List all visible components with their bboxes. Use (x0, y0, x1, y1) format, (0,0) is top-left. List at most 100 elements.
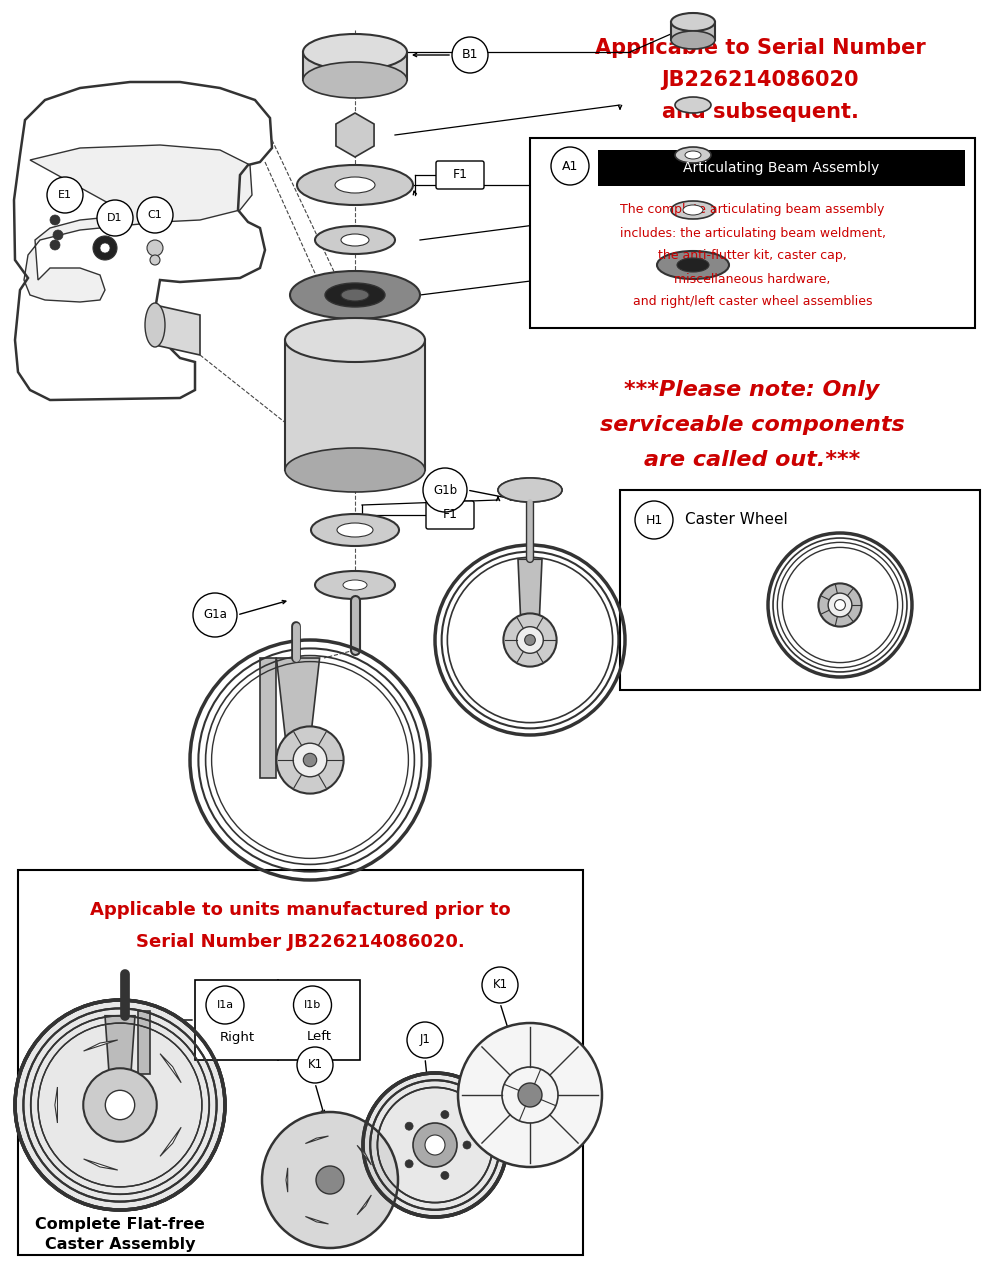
Text: B1: B1 (462, 48, 478, 62)
Text: F1: F1 (442, 508, 458, 522)
Ellipse shape (498, 478, 562, 502)
Circle shape (100, 243, 110, 253)
Polygon shape (357, 1195, 371, 1215)
Text: JB226214086020: JB226214086020 (661, 70, 859, 90)
Text: E1: E1 (58, 190, 72, 200)
FancyBboxPatch shape (426, 500, 474, 530)
Polygon shape (84, 1040, 118, 1052)
Text: Articulating Beam Assembly: Articulating Beam Assembly (683, 161, 880, 175)
Text: A1: A1 (562, 160, 578, 172)
Ellipse shape (341, 289, 369, 302)
Ellipse shape (337, 523, 373, 537)
Text: serviceable components: serviceable components (600, 416, 904, 435)
Text: Applicable to Serial Number: Applicable to Serial Number (595, 38, 925, 58)
Polygon shape (357, 1145, 371, 1164)
Circle shape (525, 635, 535, 645)
Circle shape (206, 986, 244, 1024)
Ellipse shape (671, 30, 715, 49)
Text: The complete articulating beam assembly: The complete articulating beam assembly (620, 204, 885, 217)
Ellipse shape (303, 34, 407, 70)
Text: K1: K1 (492, 978, 508, 992)
Text: and subsequent.: and subsequent. (662, 103, 858, 122)
Polygon shape (160, 1128, 181, 1157)
Text: H1: H1 (645, 513, 663, 527)
Polygon shape (305, 1216, 328, 1224)
Circle shape (463, 1142, 471, 1149)
Text: includes: the articulating beam weldment,: includes: the articulating beam weldment… (620, 227, 886, 239)
Polygon shape (286, 1168, 288, 1192)
Text: Right: Right (219, 1030, 255, 1044)
Text: F1: F1 (452, 169, 468, 181)
Ellipse shape (335, 177, 375, 193)
Circle shape (93, 236, 117, 260)
Circle shape (423, 468, 467, 512)
Text: C1: C1 (148, 210, 162, 220)
Circle shape (425, 1135, 445, 1156)
Ellipse shape (297, 165, 413, 205)
Circle shape (193, 593, 237, 637)
Ellipse shape (343, 580, 367, 590)
Polygon shape (55, 1087, 57, 1123)
FancyBboxPatch shape (598, 150, 965, 186)
Circle shape (441, 1111, 449, 1119)
Circle shape (405, 1123, 413, 1130)
Ellipse shape (341, 234, 369, 246)
FancyBboxPatch shape (436, 161, 484, 189)
Text: Serial Number JB226214086020.: Serial Number JB226214086020. (136, 933, 465, 952)
Circle shape (147, 239, 163, 256)
Polygon shape (285, 340, 425, 470)
Text: Applicable to units manufactured prior to: Applicable to units manufactured prior t… (90, 901, 511, 919)
Circle shape (53, 231, 63, 239)
Circle shape (405, 1159, 413, 1168)
Polygon shape (24, 144, 252, 302)
Circle shape (635, 500, 673, 538)
Ellipse shape (675, 98, 711, 113)
Circle shape (828, 593, 852, 617)
Ellipse shape (683, 205, 703, 215)
Circle shape (303, 754, 317, 767)
Text: I1a: I1a (216, 1000, 234, 1010)
Circle shape (105, 1091, 135, 1120)
Ellipse shape (675, 147, 711, 163)
Circle shape (83, 1068, 157, 1142)
Circle shape (294, 986, 332, 1024)
Circle shape (363, 1073, 507, 1218)
FancyBboxPatch shape (18, 870, 583, 1256)
Circle shape (137, 196, 173, 233)
Ellipse shape (498, 478, 562, 502)
Circle shape (50, 239, 60, 250)
Circle shape (482, 967, 518, 1003)
Text: Left: Left (307, 1030, 332, 1044)
Ellipse shape (325, 283, 385, 307)
Circle shape (835, 599, 845, 611)
Text: Complete Flat-free: Complete Flat-free (35, 1218, 205, 1233)
Circle shape (503, 613, 557, 666)
Ellipse shape (671, 201, 715, 219)
Text: are called out.***: are called out.*** (644, 450, 860, 470)
Polygon shape (303, 52, 407, 80)
Polygon shape (276, 658, 320, 754)
Circle shape (50, 215, 60, 226)
Circle shape (518, 1083, 542, 1107)
Circle shape (452, 37, 488, 73)
Ellipse shape (518, 485, 542, 495)
Circle shape (458, 1022, 602, 1167)
Ellipse shape (303, 62, 407, 98)
Circle shape (818, 583, 862, 627)
Text: miscellaneous hardware,: miscellaneous hardware, (674, 272, 831, 285)
Ellipse shape (677, 258, 709, 272)
Text: G1b: G1b (433, 484, 457, 497)
Ellipse shape (315, 226, 395, 253)
Text: K1: K1 (307, 1058, 323, 1072)
Circle shape (262, 1112, 398, 1248)
Polygon shape (160, 1054, 181, 1083)
Ellipse shape (685, 151, 701, 158)
Ellipse shape (285, 449, 425, 492)
Ellipse shape (657, 251, 729, 279)
Text: G1a: G1a (203, 608, 227, 622)
Circle shape (413, 1123, 457, 1167)
Circle shape (47, 177, 83, 213)
FancyBboxPatch shape (530, 138, 975, 328)
Text: Caster Wheel: Caster Wheel (685, 512, 788, 527)
Polygon shape (518, 559, 542, 650)
